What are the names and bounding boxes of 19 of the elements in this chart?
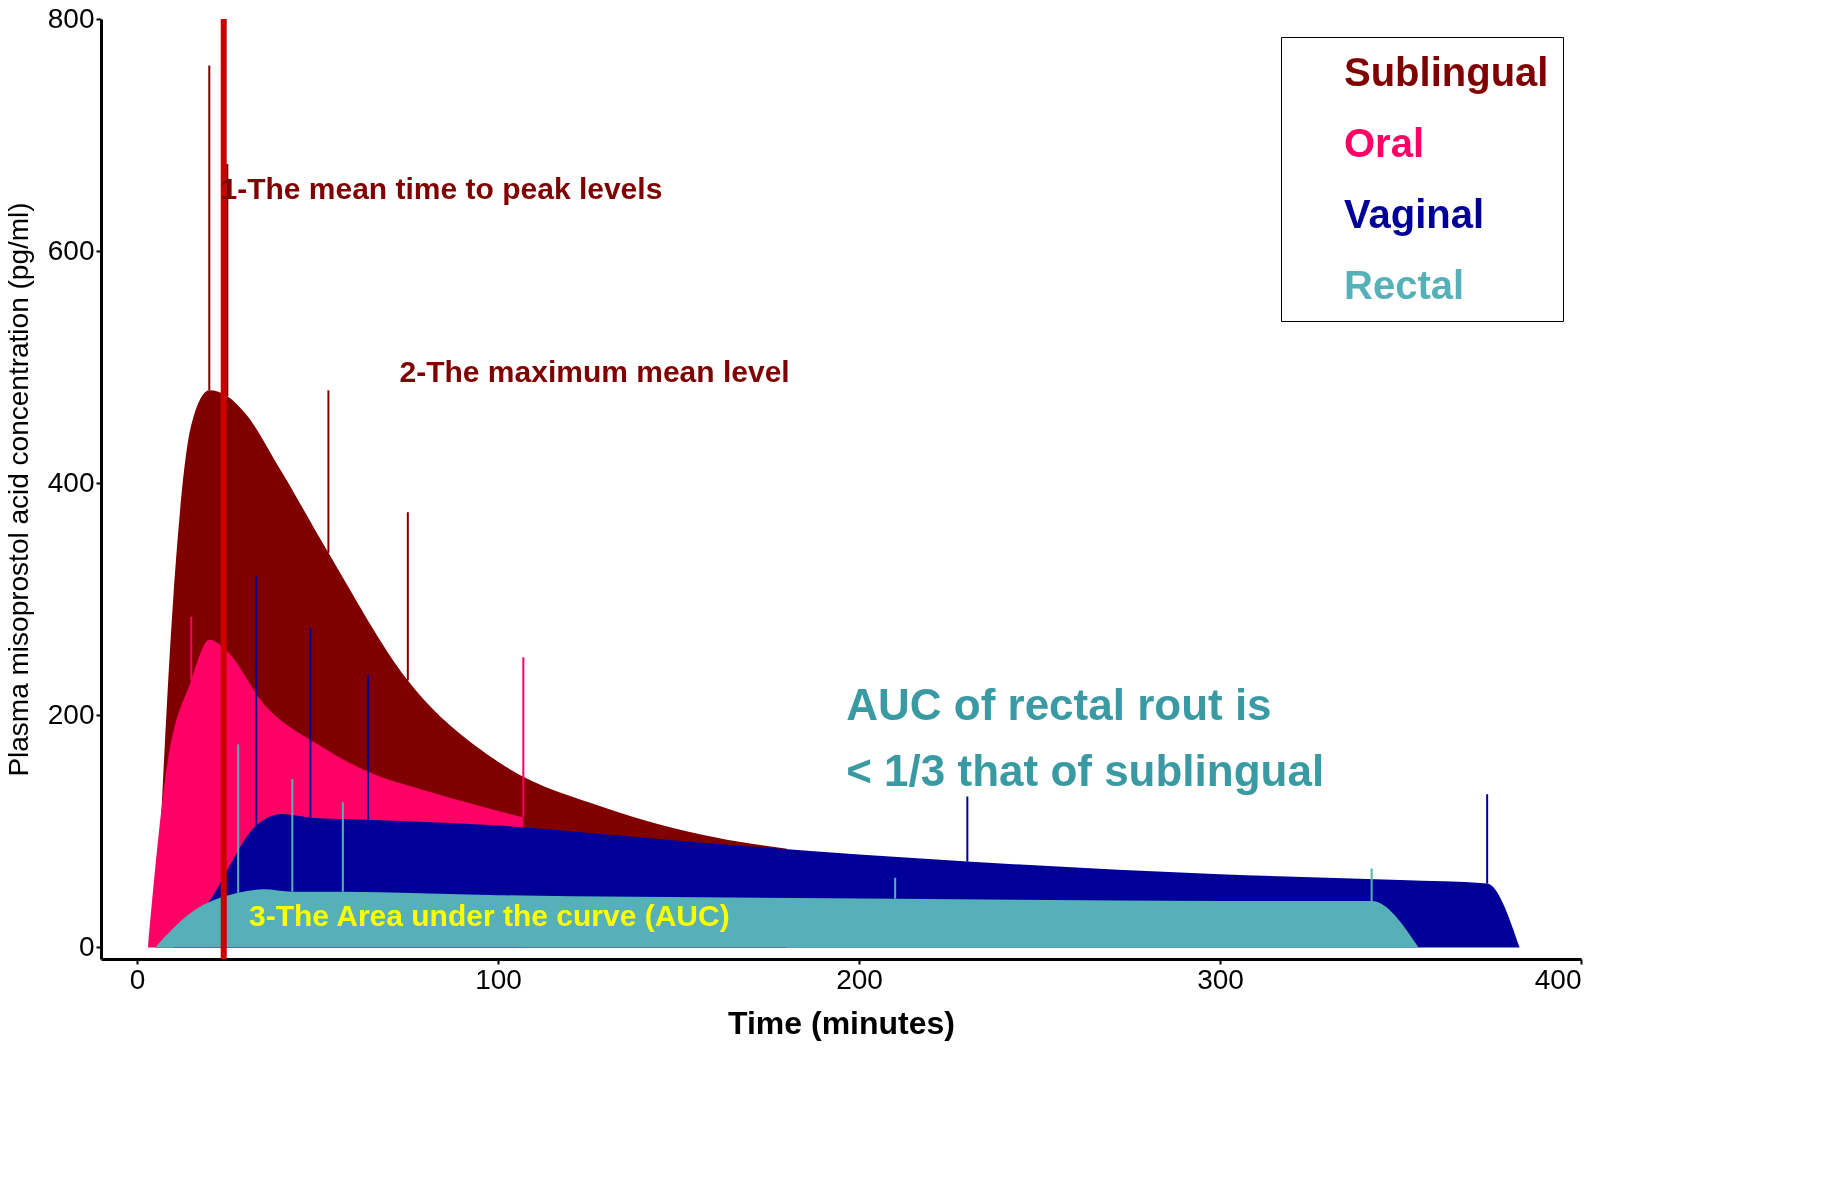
text: Rectal (1344, 262, 1465, 307)
text: Sublingual (1344, 49, 1549, 94)
y-tick-label: 0 (78, 930, 95, 962)
annotation: 3-The Area under the curve (AUC) (249, 898, 730, 932)
x-axis-title: Time (minutes) (728, 1004, 955, 1041)
annotation: 2-The maximum mean level (399, 354, 790, 388)
y-tick-label: 400 (47, 466, 95, 498)
y-tick-label: 200 (47, 698, 95, 730)
text: Oral (1344, 120, 1425, 165)
y-axis-title: Plasma misoprostol acid concentration (pg/ml) (2, 202, 34, 777)
annotation: AUC of rectal rout is < 1/3 that of sublingual (846, 679, 1325, 795)
x-tick-label: 100 (475, 963, 522, 995)
x-tick-label: 300 (1197, 963, 1244, 995)
y-tick-label: 800 (47, 2, 95, 34)
x-tick-label: 200 (836, 963, 883, 995)
text: Vaginal (1344, 191, 1485, 236)
x-tick-label: 400 (1534, 963, 1582, 995)
y-tick-label: 600 (47, 234, 95, 266)
x-tick-label: 0 (129, 963, 146, 995)
